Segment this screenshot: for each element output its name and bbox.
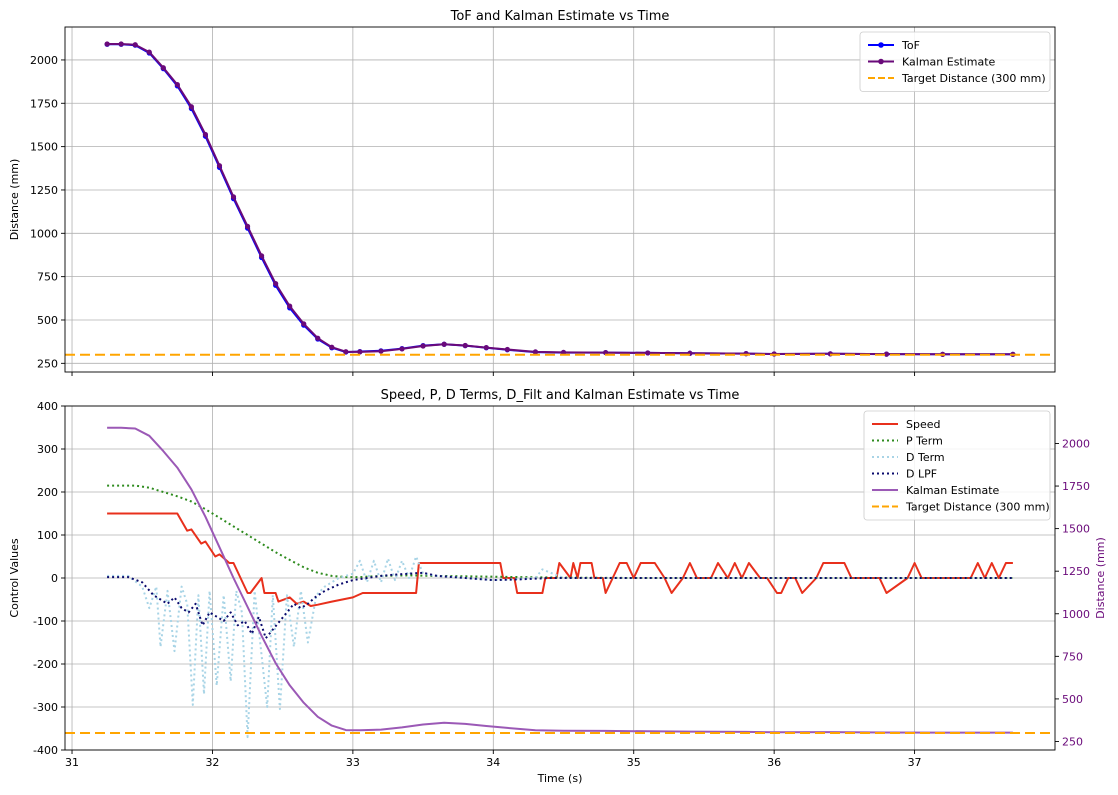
data-point (462, 342, 468, 349)
data-point (483, 344, 489, 351)
y-tick-label: -400 (33, 744, 58, 757)
legend-label: Kalman Estimate (906, 484, 1000, 497)
y-tick-label: 100 (37, 529, 58, 542)
series-line-p-term (107, 484, 1013, 579)
legend-box (859, 31, 1051, 92)
data-point (532, 349, 539, 355)
data-point (315, 335, 321, 341)
data-point (399, 346, 405, 352)
legend-label: D LPF (906, 468, 937, 481)
series-line-speed (107, 512, 1013, 607)
y-tick-label: 1500 (30, 141, 58, 154)
y-tick-label: 1250 (30, 184, 58, 197)
series-line-kalman-estimate (107, 426, 1013, 734)
data-point (188, 104, 194, 110)
series-line-d-term (107, 555, 1013, 739)
y-right-tick-label: 1250 (1062, 565, 1090, 578)
axes-frame (64, 26, 1056, 373)
data-point (258, 253, 265, 259)
y-tick-label: -200 (33, 658, 58, 671)
legend-label: Target Distance (300 mm) (905, 501, 1050, 514)
data-point (420, 343, 426, 349)
y-tick-label: 0 (51, 572, 58, 585)
data-point (329, 344, 335, 350)
y-tick-label: 1000 (30, 227, 58, 240)
y-tick-label: 750 (37, 271, 58, 284)
data-point (378, 348, 384, 354)
x-tick-label: 33 (346, 756, 360, 769)
y-tick-label: 2000 (30, 54, 58, 67)
data-point (160, 65, 166, 71)
x-tick-label: 34 (486, 756, 500, 769)
legend-box (863, 410, 1051, 521)
y-right-tick-label: 750 (1062, 650, 1083, 663)
x-axis-label: Time (s) (537, 772, 583, 785)
y-tick-label: 400 (37, 400, 58, 413)
chart-title: Speed, P, D Terms, D_Filt and Kalman Est… (381, 388, 740, 403)
y-axis-label: Control Values (8, 538, 21, 617)
y-tick-label: -100 (33, 615, 58, 628)
data-point (645, 350, 651, 356)
legend-marker (878, 58, 884, 65)
data-point (230, 194, 237, 200)
series-group (65, 41, 1055, 357)
y-tick-label: 200 (37, 486, 58, 499)
x-tick-label: 32 (205, 756, 219, 769)
data-point (216, 163, 223, 169)
data-point (287, 303, 293, 309)
y-tick-label: -300 (33, 701, 58, 714)
data-point (118, 41, 124, 47)
data-point (104, 41, 110, 47)
data-point (273, 280, 279, 287)
y-right-tick-label: 2000 (1062, 437, 1090, 450)
data-point (883, 351, 890, 357)
legend-label: D Term (906, 451, 945, 464)
legend-label: ToF (901, 39, 920, 52)
x-tick-label: 36 (767, 756, 781, 769)
x-tick-label: 35 (627, 756, 641, 769)
data-point (202, 131, 209, 138)
y-tick-label: 1750 (30, 97, 58, 110)
series-line-d-lpf (107, 571, 1013, 640)
y-right-tick-label: 500 (1062, 693, 1083, 706)
bottom-chart-panel: 31 32 33 34 35 36 37 -400 -300 -200 -100 0 100 200 300… (8, 388, 1107, 785)
y-right-tick-label: 1750 (1062, 480, 1090, 493)
chart-title: ToF and Kalman Estimate vs Time (450, 9, 670, 24)
y-tick-label: 500 (37, 314, 58, 327)
top-chart-panel: 250 500 750 1000 1250 1500 1750 2000 ToF and Kal… (8, 9, 1056, 376)
legend-label: Speed (906, 418, 940, 431)
x-tick-label: 37 (908, 756, 922, 769)
data-point (174, 81, 180, 88)
y-right-tick-label: 250 (1062, 735, 1083, 748)
y-right-axis-label: Distance (mm) (1094, 537, 1107, 619)
x-tick-label: 31 (65, 756, 79, 769)
y-tick-label: 250 (37, 357, 58, 370)
data-point (357, 349, 363, 355)
legend-label: Target Distance (300 mm) (901, 72, 1046, 85)
data-point (132, 42, 138, 48)
legend-label: P Term (906, 435, 943, 448)
data-point (504, 346, 510, 353)
data-point (301, 321, 307, 327)
legend-marker (878, 42, 884, 48)
y-right-tick-label: 1000 (1062, 608, 1090, 621)
legend: Speed P Term D Term D LPF Kalman Estimate Tar… (863, 410, 1051, 521)
data-point (441, 341, 447, 347)
y-axis-label: Distance (mm) (8, 159, 21, 241)
y-right-tick-label: 1500 (1062, 523, 1090, 536)
legend: ToF Kalman Estimate Target Distance (300 m… (859, 31, 1051, 92)
data-point (244, 223, 251, 229)
legend-label: Kalman Estimate (902, 56, 996, 69)
y-tick-label: 300 (37, 443, 58, 456)
series-group (65, 426, 1055, 739)
data-point (146, 49, 152, 55)
data-point (343, 349, 349, 355)
